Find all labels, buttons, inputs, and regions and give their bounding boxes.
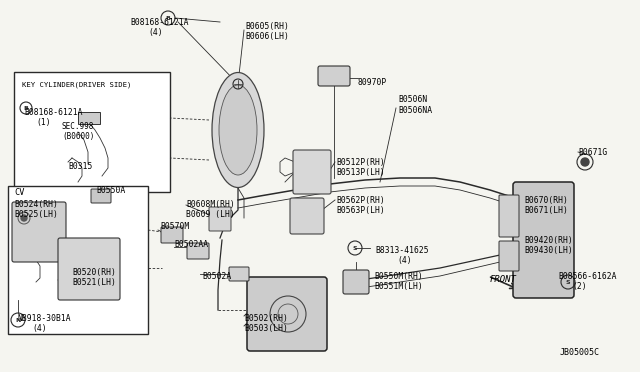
- FancyBboxPatch shape: [161, 227, 183, 243]
- Text: JB05005C: JB05005C: [560, 348, 600, 357]
- Text: B8313-41625: B8313-41625: [375, 246, 429, 255]
- FancyBboxPatch shape: [513, 182, 574, 298]
- Text: SEC.998: SEC.998: [62, 122, 94, 131]
- FancyBboxPatch shape: [290, 198, 324, 234]
- Ellipse shape: [219, 85, 257, 175]
- Text: B0609 (LH): B0609 (LH): [186, 210, 235, 219]
- Text: B0513P(LH): B0513P(LH): [336, 168, 385, 177]
- FancyBboxPatch shape: [499, 195, 519, 237]
- Text: B0315: B0315: [68, 162, 92, 171]
- Circle shape: [581, 158, 589, 166]
- Text: B0506N: B0506N: [398, 95, 428, 104]
- Text: NB918-30B1A: NB918-30B1A: [18, 314, 72, 323]
- FancyBboxPatch shape: [12, 202, 66, 262]
- Text: B0670(RH): B0670(RH): [524, 196, 568, 205]
- FancyBboxPatch shape: [58, 238, 120, 300]
- Text: B0671(LH): B0671(LH): [524, 206, 568, 215]
- Text: (4): (4): [148, 28, 163, 37]
- Bar: [14, 72, 170, 192]
- Text: B0524(RH): B0524(RH): [14, 200, 58, 209]
- Text: B0605(RH): B0605(RH): [245, 22, 289, 31]
- Bar: [8, 186, 148, 334]
- Text: (2): (2): [572, 282, 587, 291]
- Text: B0562P(RH): B0562P(RH): [336, 196, 385, 205]
- Text: B0503(LH): B0503(LH): [244, 324, 288, 333]
- Text: B0521(LH): B0521(LH): [72, 278, 116, 287]
- Text: B0502(RH): B0502(RH): [244, 314, 288, 323]
- Text: B0551M(LH): B0551M(LH): [374, 282, 423, 291]
- Text: B0520(RH): B0520(RH): [72, 268, 116, 277]
- Text: B09430(LH): B09430(LH): [524, 246, 573, 255]
- Text: (1): (1): [36, 118, 51, 127]
- Text: B08566-6162A: B08566-6162A: [558, 272, 616, 281]
- Text: KEY CYLINDER(DRIVER SIDE): KEY CYLINDER(DRIVER SIDE): [22, 82, 131, 89]
- FancyBboxPatch shape: [343, 270, 369, 294]
- Text: (4): (4): [32, 324, 47, 333]
- Text: B08168-6121A: B08168-6121A: [130, 18, 189, 27]
- Text: (B0600): (B0600): [62, 132, 94, 141]
- Text: B0506NA: B0506NA: [398, 106, 432, 115]
- Text: N: N: [15, 317, 20, 323]
- Text: B0502AA: B0502AA: [174, 240, 208, 249]
- Text: B: B: [24, 106, 28, 110]
- Text: B0570M: B0570M: [160, 222, 189, 231]
- Text: B0512P(RH): B0512P(RH): [336, 158, 385, 167]
- FancyBboxPatch shape: [247, 277, 327, 351]
- Text: B09420(RH): B09420(RH): [524, 236, 573, 245]
- Text: S: S: [566, 279, 570, 285]
- Text: 80970P: 80970P: [358, 78, 387, 87]
- FancyBboxPatch shape: [91, 189, 111, 203]
- Text: B0563P(LH): B0563P(LH): [336, 206, 385, 215]
- FancyBboxPatch shape: [318, 66, 350, 86]
- Text: B08168-6121A: B08168-6121A: [24, 108, 83, 117]
- Text: B0525(LH): B0525(LH): [14, 210, 58, 219]
- Text: B0550A: B0550A: [96, 186, 125, 195]
- FancyBboxPatch shape: [229, 267, 249, 281]
- FancyBboxPatch shape: [209, 207, 231, 231]
- Text: (4): (4): [397, 256, 412, 265]
- Text: S: S: [353, 246, 357, 250]
- FancyBboxPatch shape: [187, 243, 209, 259]
- Circle shape: [21, 215, 27, 221]
- Text: B0550M(RH): B0550M(RH): [374, 272, 423, 281]
- Text: B: B: [166, 16, 170, 20]
- Text: B0608M(RH): B0608M(RH): [186, 200, 235, 209]
- Text: B0671G: B0671G: [578, 148, 607, 157]
- Text: FRONT: FRONT: [490, 275, 517, 284]
- Text: B0606(LH): B0606(LH): [245, 32, 289, 41]
- FancyBboxPatch shape: [499, 241, 519, 271]
- Text: B0502A: B0502A: [202, 272, 231, 281]
- Text: CV: CV: [14, 188, 24, 197]
- Bar: [78, 112, 100, 124]
- Ellipse shape: [212, 73, 264, 187]
- FancyBboxPatch shape: [293, 150, 331, 194]
